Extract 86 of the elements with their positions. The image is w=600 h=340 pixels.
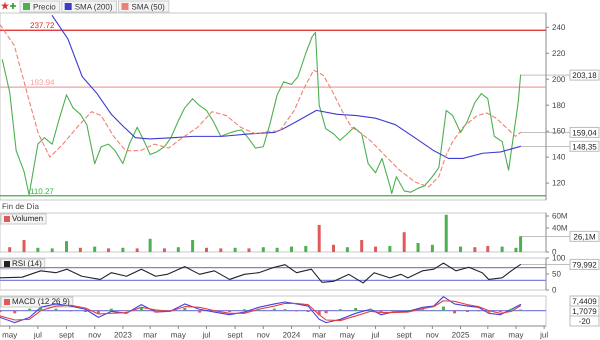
text: 1,7079 (572, 307, 598, 316)
bar (36, 248, 40, 252)
bar (444, 214, 448, 252)
bar (234, 248, 237, 252)
annotation: 148,35 (572, 142, 598, 152)
legend-label: SMA (200) (74, 2, 113, 12)
bar (388, 246, 392, 252)
bar (374, 246, 378, 252)
bar (162, 248, 166, 252)
annotation: 159,04 (572, 128, 598, 138)
y-tick-label: 120 (552, 178, 566, 188)
bar (416, 243, 420, 252)
y-tick-label: 140 (552, 152, 566, 162)
x-tick-label: mar (312, 330, 326, 340)
bar (459, 246, 462, 252)
bar (121, 248, 124, 252)
bar (176, 247, 180, 252)
bar (360, 240, 364, 252)
legend-label: SMA (50) (131, 2, 166, 12)
bar (276, 248, 279, 252)
bar (500, 246, 504, 252)
x-tick-label: may (170, 330, 186, 340)
x-tick-label: jul (201, 330, 211, 340)
bar (78, 248, 82, 252)
bar (402, 232, 406, 252)
chart-title: RSI (14) (12, 259, 42, 268)
bar (486, 246, 490, 252)
bar (50, 248, 54, 252)
x-tick-label: nov (256, 330, 270, 340)
bar (219, 248, 222, 252)
bar (107, 248, 110, 252)
x-tick-label: mar (480, 330, 496, 340)
bar (304, 246, 308, 252)
bar (290, 246, 293, 252)
chart-title: Volumen (12, 214, 44, 223)
y-tick-label: 240 (552, 22, 566, 32)
x-tick-label: sept (58, 330, 75, 340)
text: Fin de Día (2, 202, 40, 211)
bar (136, 248, 139, 252)
y-tick-label: 60M (552, 212, 568, 221)
x-tick-label: may (508, 330, 524, 340)
x-tick-label: nov (88, 330, 102, 340)
x-tick-label: jul (370, 330, 380, 340)
bar (204, 248, 208, 252)
bar (93, 246, 96, 252)
x-tick-label: nov (426, 330, 439, 340)
x-tick-label: 2025 (452, 330, 470, 340)
annotation: 26,1M (573, 232, 596, 242)
x-tick-label: jul (32, 330, 42, 340)
annotation: 203,18 (572, 71, 598, 80)
bar (473, 247, 476, 252)
y-tick-label: 200 (552, 74, 566, 84)
annotation: 79,992 (572, 260, 598, 270)
ref-line-label: 193.94 (30, 78, 56, 88)
x-tick-label: 2023 (114, 330, 132, 340)
x-tick-label: may (340, 330, 355, 340)
bar (247, 248, 250, 252)
y-tick-label: 220 (552, 48, 566, 58)
bar (65, 241, 68, 252)
x-tick-label: sept (228, 330, 244, 340)
ref-line-label: 110.27 (30, 186, 54, 196)
y-tick-label: 180 (552, 100, 566, 110)
chart-title: MACD (12 26 9) (12, 297, 70, 306)
bar (22, 240, 26, 252)
x-tick-label: jul (539, 330, 548, 340)
x-tick-label: may (2, 330, 18, 340)
x-tick-label: 2024 (282, 330, 301, 340)
bar (8, 247, 12, 252)
text: -20 (578, 317, 591, 326)
y-tick-label: 100 (552, 254, 566, 263)
y-tick-label: 160 (552, 126, 566, 136)
bar (262, 247, 265, 252)
bar (430, 244, 434, 252)
x-tick-label: sept (396, 330, 413, 340)
ref-line-label: 237.72 (30, 21, 56, 30)
x-tick-label: mar (143, 330, 158, 340)
text: 7,4409 (572, 297, 598, 306)
bar (318, 225, 321, 252)
bar (148, 238, 152, 252)
bar (346, 247, 349, 252)
y-tick-label: 40M (552, 224, 568, 233)
legend-label: Precio (33, 2, 56, 12)
y-tick-label: 50 (552, 270, 562, 279)
bar (191, 240, 194, 252)
bar (332, 244, 336, 252)
y-tick-label: 0 (552, 286, 557, 295)
